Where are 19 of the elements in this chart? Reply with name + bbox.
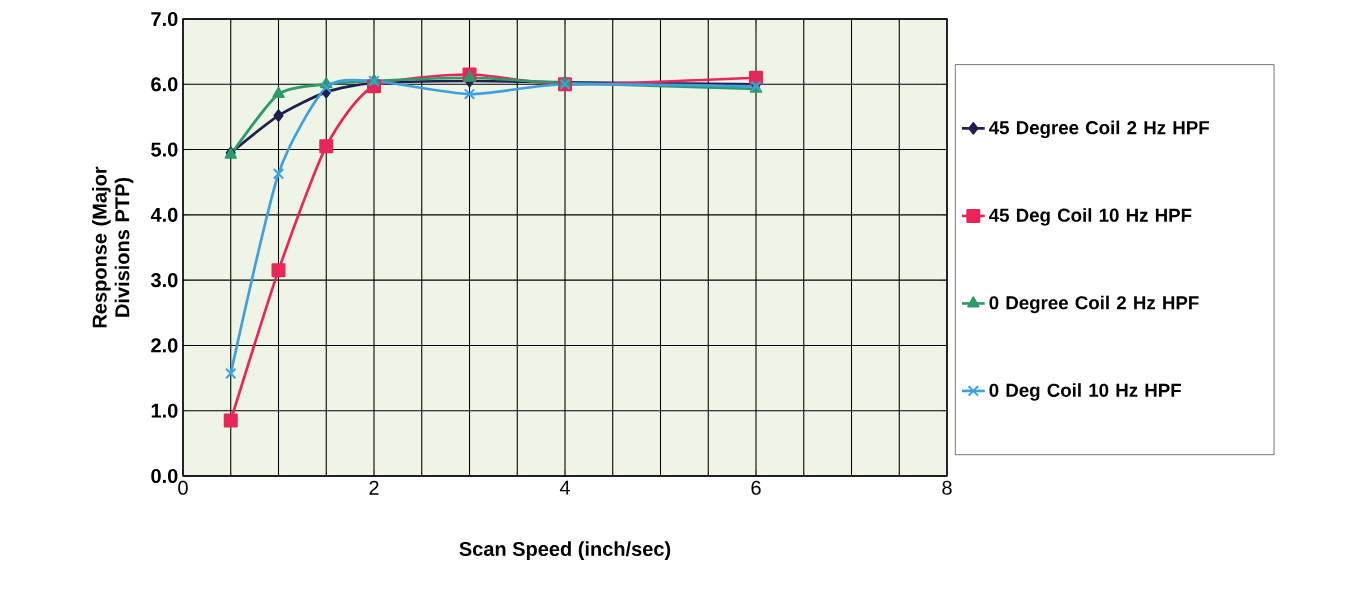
- y-tick-label: 0.0: [151, 468, 178, 484]
- x-tick-label: 0: [178, 480, 188, 495]
- legend-label: 45 Deg Coil 10 Hz HPF: [989, 208, 1192, 226]
- y-tick-label: 5.0: [151, 142, 178, 157]
- y-tick-label: 2.0: [151, 338, 178, 353]
- y-tick-label: 1.0: [151, 403, 178, 418]
- x-tick-label: 8: [942, 480, 952, 495]
- legend-label: 0 Degree Coil 2 Hz HPF: [989, 295, 1199, 314]
- x-tick-label: 4: [559, 480, 570, 495]
- x-tick-label: 6: [751, 480, 761, 495]
- y-axis-title: Response (Major Divisions PTP): [92, 166, 134, 328]
- x-tick-label: 2: [369, 480, 379, 495]
- legend-label: 0 Deg Coil 10 Hz HPF: [989, 383, 1181, 401]
- y-tick-label: 6.0: [151, 77, 178, 92]
- y-tick-label: 4.0: [150, 207, 178, 222]
- x-axis-title: Scan Speed (inch/sec): [459, 541, 671, 560]
- y-tick-label: 3.0: [150, 273, 178, 288]
- y-tick-label: 7.0: [151, 11, 178, 27]
- legend-label: 45 Degree Coil 2 Hz HPF: [989, 120, 1209, 139]
